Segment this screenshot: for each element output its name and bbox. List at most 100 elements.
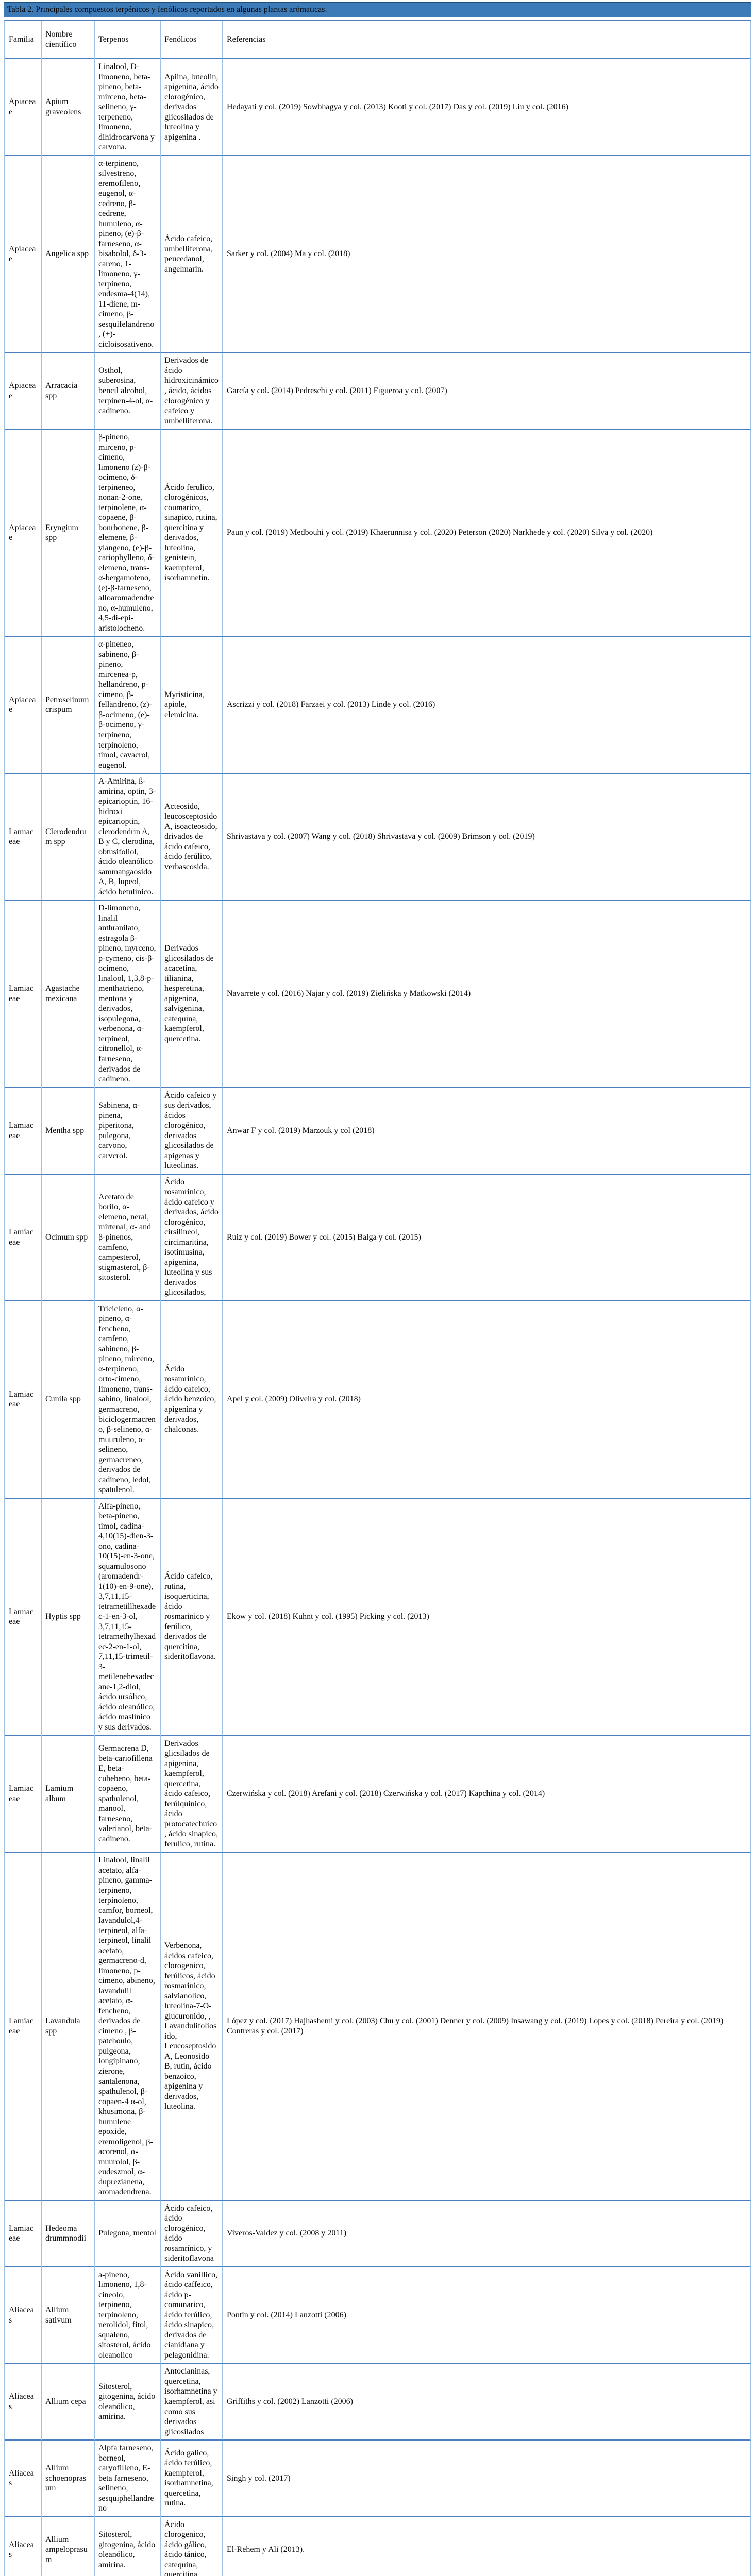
cell-terpenos: D-limoneno, linalil anthranilato, estrag… [95,901,161,1088]
cell-referencias: Shrivastava y col. (2007) Wang y col. (2… [223,774,751,901]
cell-familia: Lamiaceae [5,1301,42,1499]
cell-familia: Aliaceas [5,2364,42,2441]
cell-terpenos: Alpfa farneseno, borneol, caryofilleno, … [95,2441,161,2517]
cell-terpenos: A-Amirina, ß-amirina, optin, 3-epicariop… [95,774,161,901]
cell-familia: Lamiaceae [5,1174,42,1301]
cell-fenolicos: Ácido rosamrinico, ácido cafeico, ácido … [161,1301,223,1499]
cell-nombre-cientifico: Petroselinum crispum [42,637,95,774]
cell-referencias: Paun y col. (2019) Medbouhi y col. (2019… [223,430,751,637]
table-row: Apiaceae Petroselinum crispum α-pineneo,… [5,637,751,774]
cell-terpenos: Sitosterol, gitogenina, ácido oleanólico… [95,2364,161,2441]
cell-referencias: Sarker y col. (2004) Ma y col. (2018) [223,156,751,353]
cell-nombre-cientifico: Agastache mexicana [42,901,95,1088]
cell-fenolicos: Ácido cafeico, ácido clorogénico, ácido … [161,2200,223,2267]
table-row: Apiaceae Angelica spp α-terpineno, silve… [5,156,751,353]
column-header-nombre-cientifico: Nombre científico [42,21,95,59]
cell-nombre-cientifico: Apium graveolens [42,59,95,156]
table-row: Aliaceas Allium cepa Sitosterol, gitogen… [5,2364,751,2441]
cell-referencias: López y col. (2017) Hajhashemi y col. (2… [223,1853,751,2201]
cell-terpenos: Sabinena, α-pinena, piperitona, pulegona… [95,1088,161,1175]
cell-familia: Lamiaceae [5,901,42,1088]
cell-nombre-cientifico: Clerodendrum spp [42,774,95,901]
cell-familia: Aliaceas [5,2441,42,2517]
cell-fenolicos: Ácido vanillico, ácido caffeico, ácido p… [161,2267,223,2364]
cell-terpenos: Linalool, linalil acetato, alfa-pineno, … [95,1853,161,2201]
cell-fenolicos: Ácido rosamrinico, ácido cafeico y deriv… [161,1174,223,1301]
cell-nombre-cientifico: Allium ampeloprasum [42,2517,95,2576]
cell-referencias: García y col. (2014) Pedreschi y col. (2… [223,353,751,430]
cell-familia: Lamiaceae [5,1088,42,1175]
cell-referencias: Pontin y col. (2014) Lanzotti (2006) [223,2267,751,2364]
table-row: Lamiaceae Ocimum spp Acetato de borilo, … [5,1174,751,1301]
cell-nombre-cientifico: Allium schoenoprasum [42,2441,95,2517]
cell-familia: Lamiaceae [5,1853,42,2201]
cell-familia: Lamiaceae [5,1736,42,1853]
column-header-fenolicos: Fenólicos [161,21,223,59]
cell-nombre-cientifico: Arracacia spp [42,353,95,430]
cell-familia: Apiaceae [5,353,42,430]
header-row: Familia Nombre científico Terpenos Fenól… [5,21,751,59]
cell-terpenos: Osthol, suberosina, bencil alcohol, terp… [95,353,161,430]
table-row: Lamiaceae Lavandula spp Linalool, linali… [5,1853,751,2201]
table-row: Apiaceae Arracacia spp Osthol, suberosin… [5,353,751,430]
cell-familia: Apiaceae [5,156,42,353]
cell-familia: Lamiaceae [5,2200,42,2267]
cell-referencias: Ekow y col. (2018) Kuhnt y col. (1995) P… [223,1498,751,1736]
cell-nombre-cientifico: Angelica spp [42,156,95,353]
table-title: Tabla 2. Principales compuestos terpénic… [7,5,327,14]
cell-fenolicos: Ácido cafeico y sus derivados, ácidos cl… [161,1088,223,1175]
cell-familia: Lamiaceae [5,774,42,901]
cell-nombre-cientifico: Lavandula spp [42,1853,95,2201]
cell-nombre-cientifico: Eryngium spp [42,430,95,637]
cell-referencias: Navarrete y col. (2016) Najar y col. (20… [223,901,751,1088]
cell-fenolicos: Ácido clorogenico, ácido gálico, ácido t… [161,2517,223,2576]
table-row: Apiaceae Eryngium spp β-pineno, mirceno,… [5,430,751,637]
cell-terpenos: Linalool, D-limoneno, beta-pineno, beta-… [95,59,161,156]
cell-familia: Aliaceas [5,2517,42,2576]
cell-terpenos: a-pineno, limoneno, 1,8-cineolo, terpine… [95,2267,161,2364]
table-row: Lamiaceae Mentha spp Sabinena, α-pinena,… [5,1088,751,1175]
table-body: Apiaceae Apium graveolens Linalool, D-li… [5,59,751,2576]
cell-familia: Apiaceae [5,637,42,774]
cell-nombre-cientifico: Lamium album [42,1736,95,1853]
table-title-bar: Tabla 2. Principales compuestos terpénic… [4,2,751,17]
cell-familia: Apiaceae [5,430,42,637]
table-row: Aliaceas Allium ampeloprasum Sitosterol,… [5,2517,751,2576]
cell-referencias: Apel y col. (2009) Oliveira y col. (2018… [223,1301,751,1499]
cell-familia: Apiaceae [5,59,42,156]
cell-nombre-cientifico: Mentha spp [42,1088,95,1175]
cell-fenolicos: Ácido ferulico, clorogénicos, coumarico,… [161,430,223,637]
cell-fenolicos: Ácido cafeico, rutina, isoquerticina, ác… [161,1498,223,1736]
table-row: Lamiaceae Cunila spp Tricicleno, α-pinen… [5,1301,751,1499]
cell-fenolicos: Ácido galico, ácido ferúlico, kaempferol… [161,2441,223,2517]
table-row: Apiaceae Apium graveolens Linalool, D-li… [5,59,751,156]
column-header-familia: Familia [5,21,42,59]
cell-familia: Lamiaceae [5,1498,42,1736]
table-row: Aliaceas Allium schoenoprasum Alpfa farn… [5,2441,751,2517]
cell-referencias: Viveros-Valdez y col. (2008 y 2011) [223,2200,751,2267]
table-row: Lamiaceae Hedeoma drummnodii Pulegona, m… [5,2200,751,2267]
column-header-terpenos: Terpenos [95,21,161,59]
cell-referencias: Ascrizzi y col. (2018) Farzaei y col. (2… [223,637,751,774]
cell-referencias: Griffiths y col. (2002) Lanzotti (2006) [223,2364,751,2441]
cell-terpenos: Acetato de borilo, α-elemeno, neral, mir… [95,1174,161,1301]
cell-referencias: Hedayati y col. (2019) Sowbhagya y col. … [223,59,751,156]
cell-terpenos: Alfa-pineno, beta-pineno, timol, cadina-… [95,1498,161,1736]
cell-referencias: Singh y col. (2017) [223,2441,751,2517]
cell-nombre-cientifico: Ocimum spp [42,1174,95,1301]
cell-fenolicos: Derivados glicosilados de acacetina, til… [161,901,223,1088]
cell-nombre-cientifico: Hedeoma drummnodii [42,2200,95,2267]
cell-fenolicos: Myristicina, apiole, elemicina. [161,637,223,774]
cell-terpenos: Pulegona, mentol [95,2200,161,2267]
cell-fenolicos: Verbenona, ácidos cafeico, clorogenico, … [161,1853,223,2201]
cell-fenolicos: Acteosido, leucosceptosido A, isoacteosi… [161,774,223,901]
cell-terpenos: β-pineno, mirceno, p-cimeno, limoneno (z… [95,430,161,637]
cell-terpenos: Tricicleno, α-pineno, α-fencheno, camfen… [95,1301,161,1499]
table-row: Lamiaceae Hyptis spp Alfa-pineno, beta-p… [5,1498,751,1736]
table-row: Lamiaceae Lamium album Germacrena D, bet… [5,1736,751,1853]
cell-fenolicos: Antocianinas, quercetina, isorhamnetina … [161,2364,223,2441]
cell-fenolicos: Derivados glicsilados de apigenina, kaem… [161,1736,223,1853]
cell-fenolicos: Derivados de ácido hidroxicinámico, ácid… [161,353,223,430]
cell-terpenos: Sitosterol, gitogenina, ácido oleanólico… [95,2517,161,2576]
